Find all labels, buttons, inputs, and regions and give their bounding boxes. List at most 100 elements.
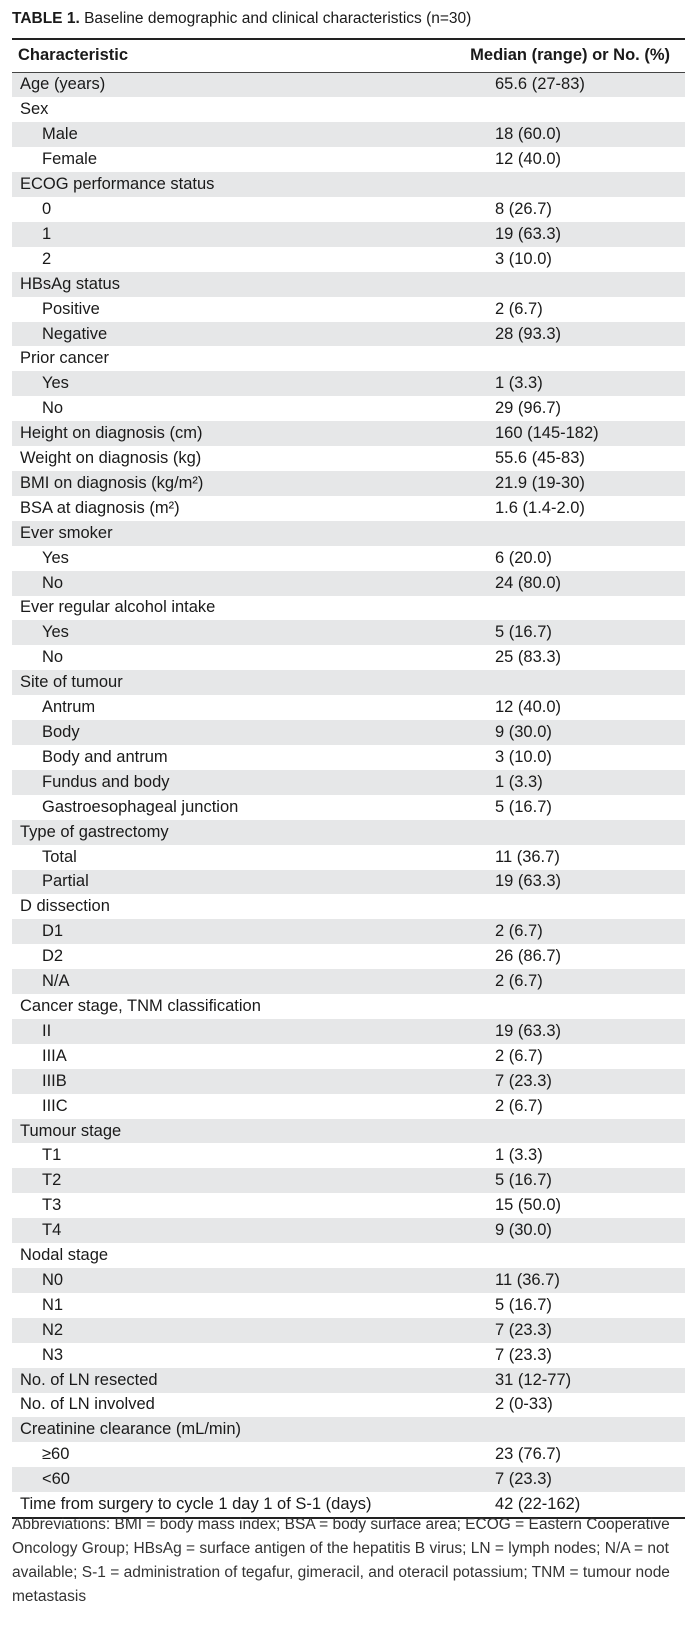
row-characteristic: IIIA — [42, 1046, 67, 1065]
row-value: 2 (6.7) — [495, 299, 543, 318]
row-characteristic: No. of LN involved — [20, 1395, 155, 1414]
table-row: Ever regular alcohol intake — [12, 596, 685, 621]
table-row: IIIB 7 (23.3) — [12, 1068, 685, 1094]
row-characteristic: Yes — [42, 623, 69, 642]
row-value: 2 (6.7) — [495, 922, 543, 941]
table-row: No. of LN involved 2 (0-33) — [12, 1393, 685, 1418]
row-value: 6 (20.0) — [495, 548, 552, 567]
row-value: 29 (96.7) — [495, 399, 562, 418]
row-characteristic: No — [42, 399, 64, 418]
row-characteristic: II — [42, 1021, 52, 1040]
row-value: 65.6 (27-83) — [495, 75, 585, 94]
row-value: 5 (16.7) — [495, 797, 552, 816]
table-row: Weight on diagnosis (kg) 55.6 (45-83) — [12, 446, 685, 471]
table-row: 0 8 (26.7) — [12, 197, 685, 222]
row-characteristic: T4 — [42, 1221, 62, 1240]
table-row: IIIC 2 (6.7) — [12, 1094, 685, 1119]
table-row: N2 7 (23.3) — [12, 1317, 685, 1343]
table-row: N/A 2 (6.7) — [12, 969, 685, 995]
table-row: BSA at diagnosis (m²) 1.6 (1.4-2.0) — [12, 496, 685, 521]
table-row: Body and antrum 3 (10.0) — [12, 745, 685, 770]
table-row: <60 7 (23.3) — [12, 1467, 685, 1493]
row-characteristic: 1 — [42, 224, 52, 243]
row-characteristic: Body — [42, 723, 80, 742]
row-value: 28 (93.3) — [495, 324, 562, 343]
row-characteristic: Total — [42, 847, 77, 866]
row-characteristic: D2 — [42, 947, 64, 966]
row-characteristic: <60 — [42, 1470, 70, 1489]
row-characteristic: Creatinine clearance (mL/min) — [20, 1420, 242, 1439]
row-value: 25 (83.3) — [495, 648, 562, 667]
table-row: Fundus and body 1 (3.3) — [12, 769, 685, 795]
row-characteristic: Ever smoker — [20, 523, 113, 542]
row-characteristic: Height on diagnosis (cm) — [20, 424, 203, 443]
table-row: No 25 (83.3) — [12, 645, 685, 670]
table-row: Type of gastrectomy — [12, 819, 685, 845]
row-value: 3 (10.0) — [495, 249, 552, 268]
row-value: 2 (6.7) — [495, 1046, 543, 1065]
table-row: Body 9 (30.0) — [12, 720, 685, 745]
table-row: Site of tumour — [12, 670, 685, 696]
row-characteristic: Negative — [42, 324, 108, 343]
row-characteristic: Positive — [42, 299, 100, 318]
table-row: No 29 (96.7) — [12, 396, 685, 421]
row-characteristic: 2 — [42, 249, 52, 268]
row-value: 11 (36.7) — [495, 847, 560, 866]
table-row: T2 5 (16.7) — [12, 1168, 685, 1194]
table-row: Female 12 (40.0) — [12, 147, 685, 172]
table-footnote: Abbreviations: BMI = body mass index; BS… — [12, 1516, 670, 1605]
row-value: 19 (63.3) — [495, 224, 562, 243]
table-bottom-rule — [12, 1517, 685, 1519]
row-characteristic: Ever regular alcohol intake — [20, 598, 216, 617]
row-characteristic: Age (years) — [20, 75, 106, 94]
row-value: 1 (3.3) — [495, 1146, 543, 1165]
table-row: Yes 6 (20.0) — [12, 546, 685, 571]
table-row: T4 9 (30.0) — [12, 1218, 685, 1244]
row-characteristic: Gastroesophageal junction — [42, 797, 239, 816]
row-characteristic: No — [42, 573, 64, 592]
table-row: ≥60 23 (76.7) — [12, 1442, 685, 1467]
table-row: Positive 2 (6.7) — [12, 297, 685, 322]
row-value: 2 (6.7) — [495, 972, 543, 991]
row-characteristic: Cancer stage, TNM classification — [20, 996, 261, 1015]
table-row: Negative 28 (93.3) — [12, 321, 685, 347]
row-characteristic: T2 — [42, 1171, 62, 1190]
row-value: 5 (16.7) — [495, 1171, 552, 1190]
table-row: Prior cancer — [12, 346, 685, 371]
characteristics-table: Characteristic Median (range) or No. (%)… — [12, 38, 685, 1519]
table-row: N3 7 (23.3) — [12, 1343, 685, 1368]
row-value: 7 (23.3) — [495, 1345, 552, 1364]
row-value: 12 (40.0) — [495, 150, 562, 169]
table-row: Partial 19 (63.3) — [12, 869, 685, 895]
row-value: 19 (63.3) — [495, 872, 562, 891]
table-row: D1 2 (6.7) — [12, 919, 685, 945]
table-row: IIIA 2 (6.7) — [12, 1044, 685, 1069]
row-value: 160 (145-182) — [495, 424, 599, 443]
row-characteristic: Antrum — [42, 698, 96, 717]
table-row: Cancer stage, TNM classification — [12, 994, 685, 1019]
table-row: N1 5 (16.7) — [12, 1293, 685, 1318]
row-characteristic: N/A — [42, 972, 70, 991]
row-value: 19 (63.3) — [495, 1021, 562, 1040]
row-characteristic: IIIB — [42, 1071, 67, 1090]
table-body: Age (years) 65.6 (27-83) Sex Male 18 (60.0) F… — [12, 72, 685, 1518]
table-top-rule — [12, 38, 685, 40]
table-row: D dissection — [12, 894, 685, 919]
row-value: 5 (16.7) — [495, 623, 552, 642]
row-value: 18 (60.0) — [495, 125, 562, 144]
row-characteristic: N0 — [42, 1270, 64, 1289]
row-characteristic: Sex — [20, 100, 49, 119]
row-value: 3 (10.0) — [495, 747, 552, 766]
row-value: 9 (30.0) — [495, 1221, 552, 1240]
row-value: 23 (76.7) — [495, 1445, 562, 1464]
table-row: II 19 (63.3) — [12, 1018, 685, 1044]
table-row: D2 26 (86.7) — [12, 944, 685, 969]
row-value: 7 (23.3) — [495, 1470, 552, 1489]
row-characteristic: Yes — [42, 374, 69, 393]
table-header-row: Characteristic Median (range) or No. (%) — [12, 40, 685, 73]
table-row: Antrum 12 (40.0) — [12, 695, 685, 720]
row-characteristic: HBsAg status — [20, 274, 120, 293]
row-characteristic: D1 — [42, 922, 64, 941]
table-row: N0 11 (36.7) — [12, 1268, 685, 1293]
row-characteristic: Female — [42, 150, 98, 169]
